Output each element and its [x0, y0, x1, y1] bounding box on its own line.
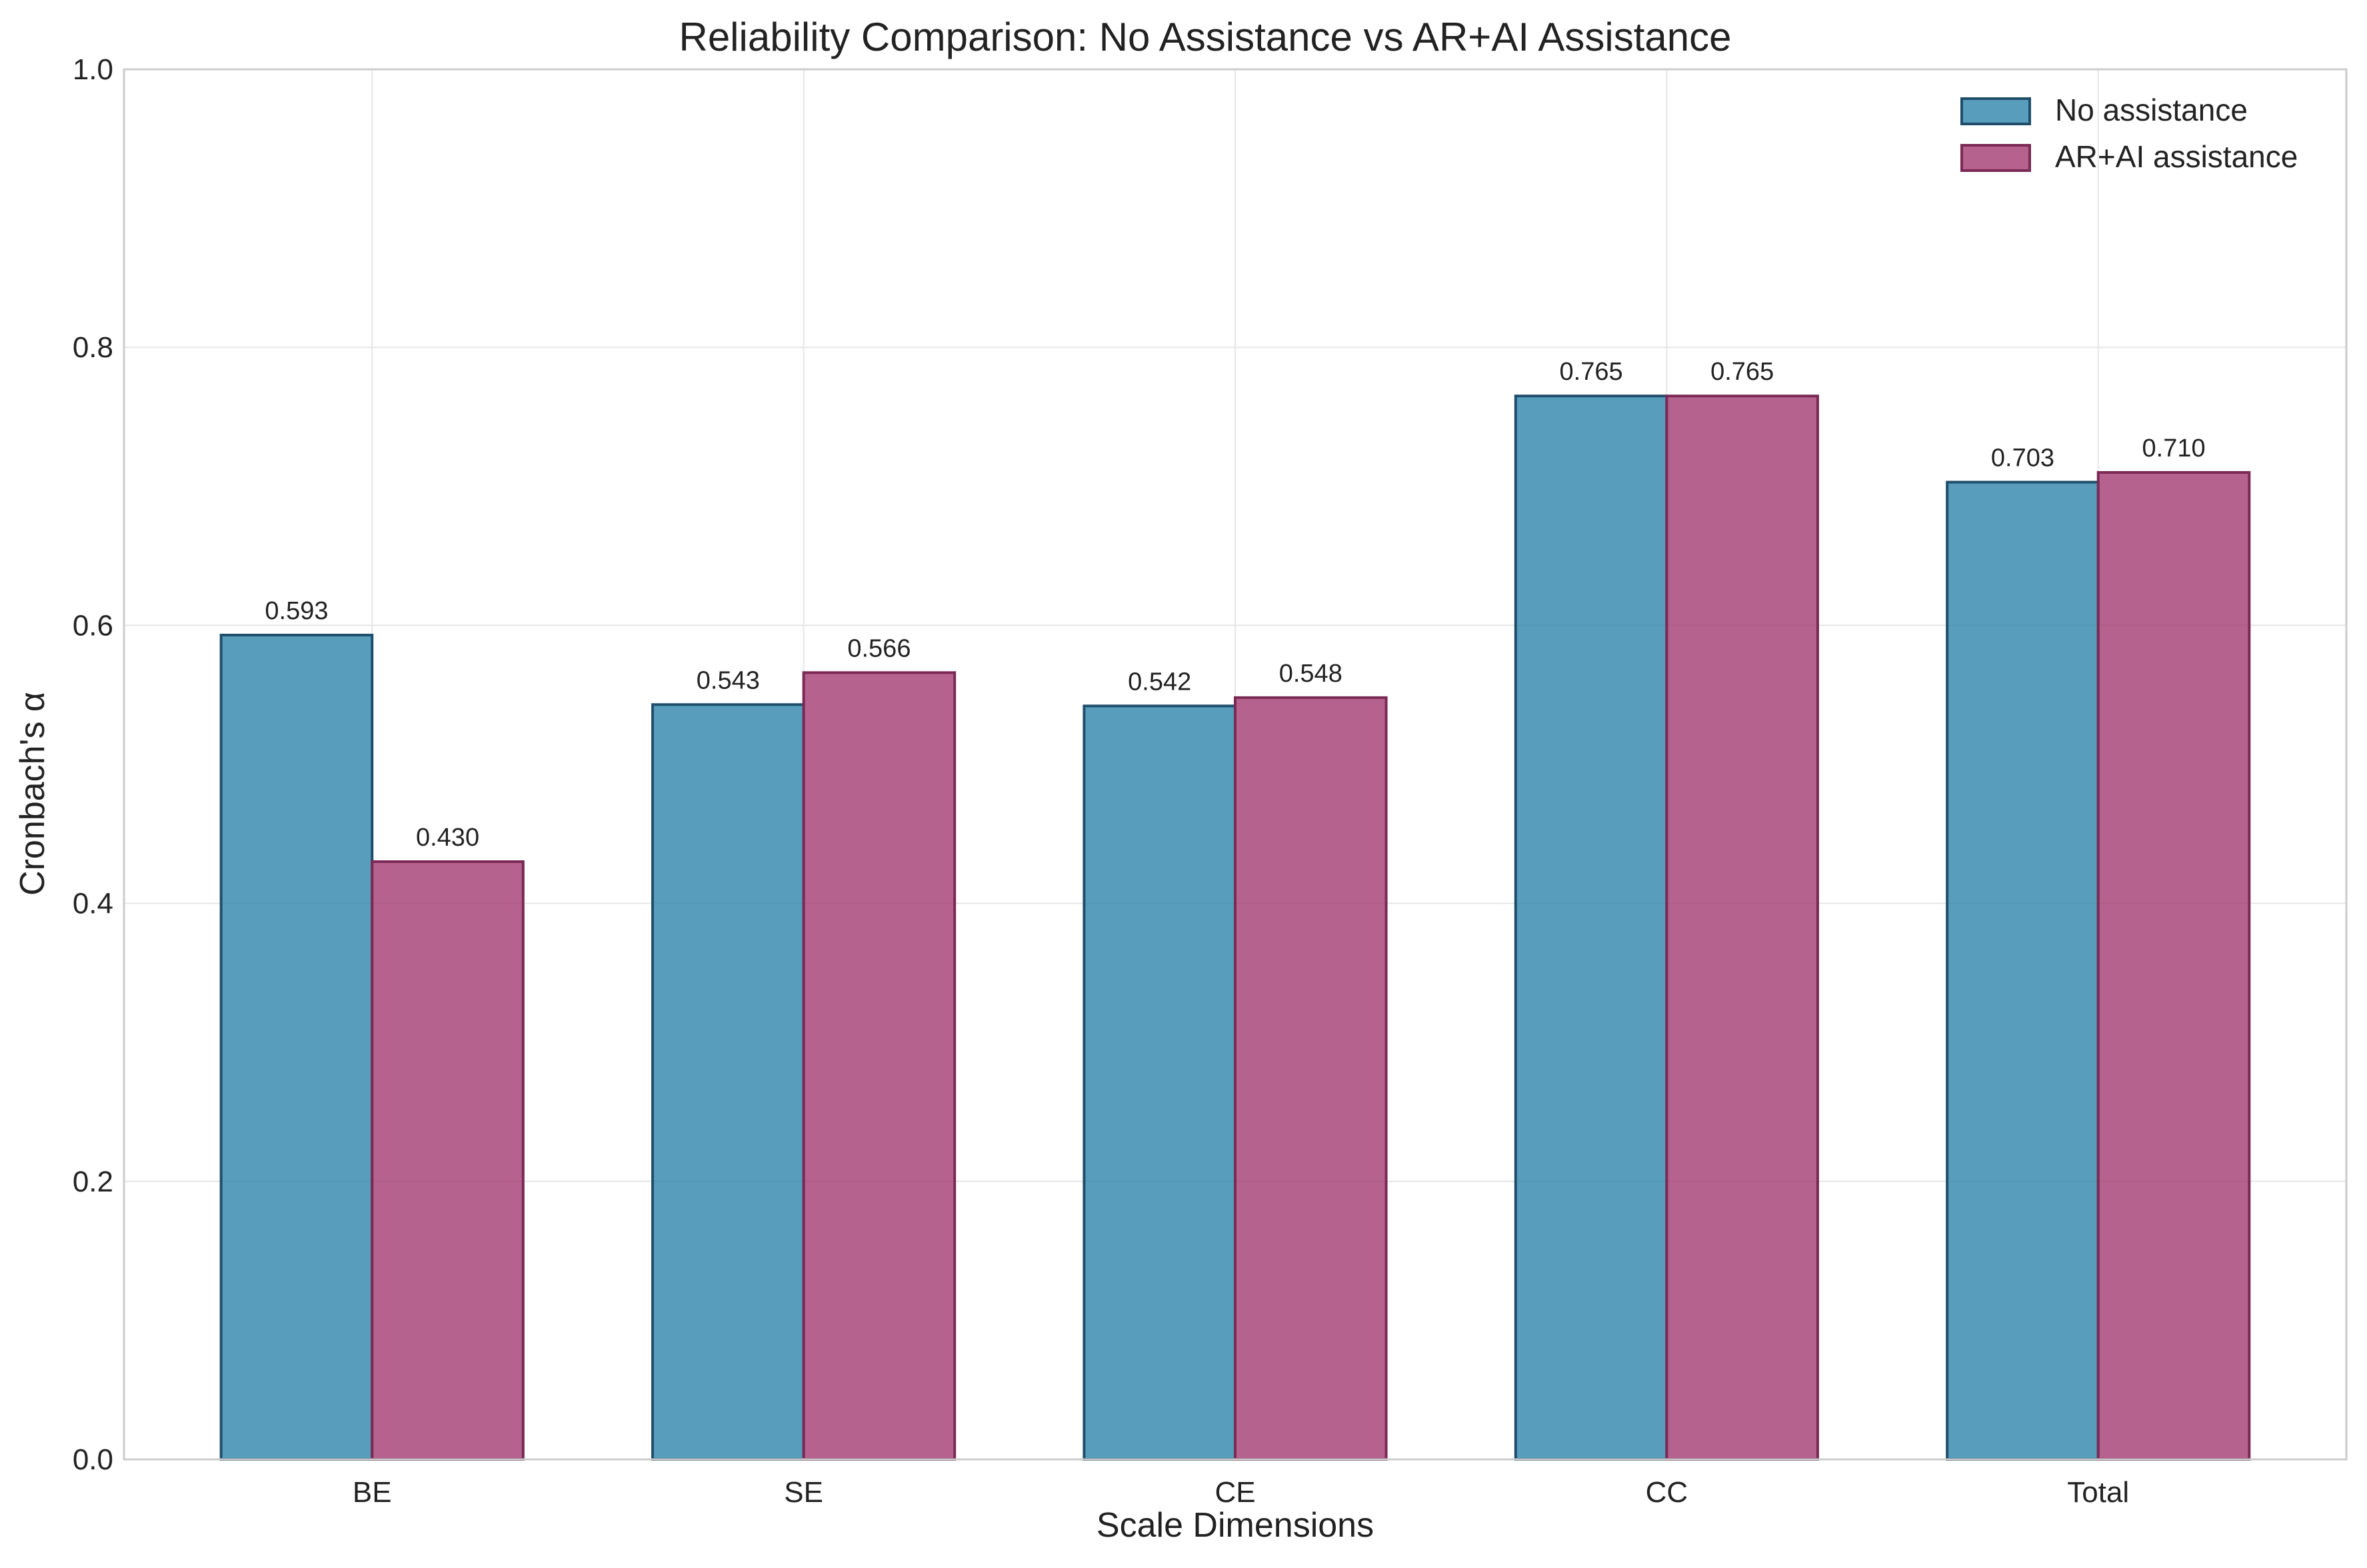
data-label: 0.703 [1991, 444, 2054, 472]
legend-label: AR+AI assistance [2055, 139, 2298, 174]
x-tick-label: Total [2067, 1476, 2129, 1509]
bar-ar-ai-assistance-total [2096, 470, 2251, 1461]
data-label: 0.765 [1710, 358, 1774, 386]
bars [219, 394, 2251, 1461]
bar-ar-ai-assistance-be [371, 860, 525, 1461]
y-tick-label: 0.0 [73, 1443, 113, 1476]
y-tick-label: 0.4 [73, 888, 113, 920]
y-tick-label: 0.2 [73, 1166, 113, 1198]
data-label: 0.543 [697, 666, 760, 694]
legend-swatch [1960, 97, 2031, 125]
data-label: 0.566 [847, 634, 911, 662]
bar-no-assistance-ce [1083, 704, 1236, 1461]
bar-no-assistance-total [1946, 480, 2100, 1461]
data-labels: 0.593 0.543 0.542 0.765 0.703 0.430 0.566 0.548… [265, 358, 2205, 852]
data-label: 0.430 [416, 824, 479, 852]
legend: No assistance AR+AI assistance [1960, 93, 2298, 174]
x-axis-title: Scale Dimensions [1097, 1506, 1374, 1545]
bar-no-assistance-be [219, 634, 374, 1461]
data-label: 0.765 [1560, 358, 1623, 386]
legend-label: No assistance [2055, 93, 2248, 127]
data-label: 0.542 [1128, 668, 1191, 696]
bar-no-assistance-cc [1514, 394, 1668, 1461]
plot-frame [123, 68, 2348, 1461]
bar-no-assistance-se [651, 703, 805, 1461]
bar-ar-ai-assistance-se [802, 671, 957, 1461]
y-axis-ticks: 0.0 0.2 0.4 0.6 0.8 1.0 [73, 53, 113, 1476]
x-axis-ticks: BE SE CE CC Total [353, 1476, 2129, 1509]
x-tick-label: BE [353, 1476, 392, 1509]
data-label: 0.710 [2142, 434, 2206, 462]
x-tick-label: CE [1214, 1476, 1255, 1509]
x-tick-label: SE [784, 1476, 823, 1509]
chart-title: Reliability Comparison: No Assistance vs… [679, 15, 1731, 59]
y-tick-label: 0.8 [73, 331, 113, 364]
legend-swatch [1960, 144, 2031, 172]
y-axis-title: Cronbach's α [13, 692, 52, 896]
bar-ar-ai-assistance-cc [1665, 394, 1819, 1461]
x-tick-label: CC [1646, 1476, 1688, 1509]
y-tick-label: 0.6 [73, 609, 113, 642]
y-tick-label: 1.0 [73, 53, 113, 86]
bar-ar-ai-assistance-ce [1234, 696, 1388, 1461]
data-label: 0.593 [265, 597, 328, 625]
data-label: 0.548 [1279, 660, 1342, 688]
